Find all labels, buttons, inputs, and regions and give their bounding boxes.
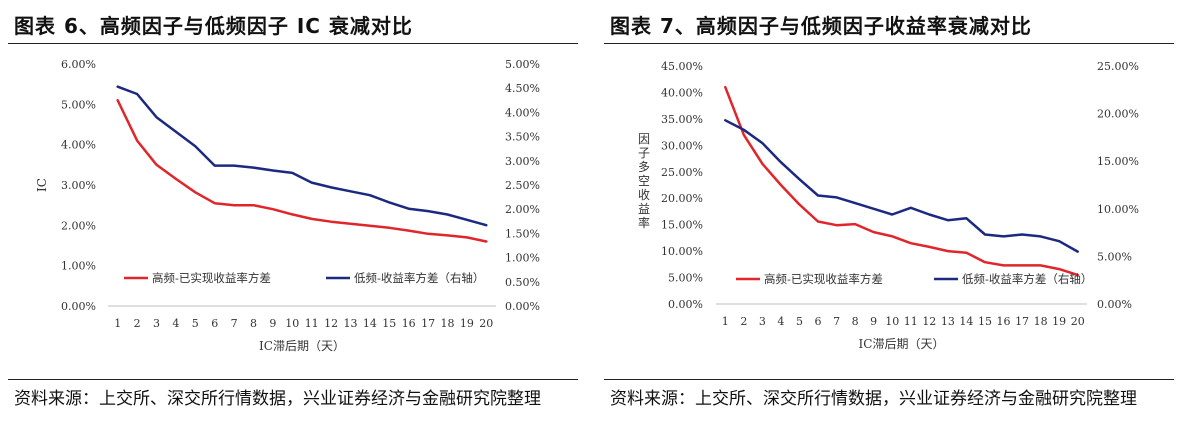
legend-label: 高频-已实现收益率方差 <box>152 271 271 285</box>
y-tick-label: 2.00% <box>61 219 96 232</box>
y-tick-label: 0.00% <box>668 298 703 311</box>
y-axis-title: 因子多空收益率 <box>638 132 650 230</box>
x-tick-label: 6 <box>211 317 218 330</box>
source-divider <box>8 379 578 380</box>
x-tick-label: 1 <box>114 317 121 330</box>
x-tick-label: 20 <box>1071 315 1085 328</box>
panel-return-decay: 图表 7、高频因子与低频因子收益率衰减对比 0.00% 5.00% 10.00% 15… <box>604 0 1174 447</box>
y-tick-label: 3.00% <box>61 179 96 192</box>
y2-tick-label: 1.00% <box>505 252 540 265</box>
y2-tick-label: 3.00% <box>505 155 540 168</box>
x-tick-label: 13 <box>941 315 955 328</box>
y-tick-label: 10.00% <box>661 245 703 258</box>
x-tick-label: 7 <box>833 315 840 328</box>
legend-label: 低频-收益率方差（右轴） <box>354 271 484 285</box>
x-tick-label: 1 <box>722 315 729 328</box>
legend-label: 低频-收益率方差（右轴） <box>962 272 1092 286</box>
y2-tick-label: 5.00% <box>1097 250 1132 263</box>
y-tick-label: 45.00% <box>661 60 703 73</box>
y-tick-label: 1.00% <box>61 260 96 273</box>
x-axis-title: IC滞后期（天） <box>259 339 345 353</box>
title-divider <box>8 43 578 44</box>
x-tick-label: 5 <box>192 317 199 330</box>
return-decay-chart: 0.00%5.00%10.00%15.00%20.00%25.00%30.00%… <box>638 60 1139 351</box>
y-tick-label: 35.00% <box>661 113 703 126</box>
title-divider <box>604 43 1174 44</box>
series-line-high-freq <box>724 85 1079 277</box>
y2-tick-label: 15.00% <box>1097 155 1139 168</box>
x-axis-title: IC滞后期（天） <box>859 337 945 351</box>
x-tick-label: 15 <box>382 317 396 330</box>
y2-tick-label: 2.50% <box>505 179 540 192</box>
y-axis-title: IC <box>35 178 49 192</box>
y-tick-label: 5.00% <box>668 272 703 285</box>
x-tick-label: 6 <box>815 315 822 328</box>
y2-tick-label: 0.50% <box>505 276 540 289</box>
series-line-high-freq <box>116 99 488 243</box>
y-tick-label: 15.00% <box>661 219 703 232</box>
y2-tick-label: 4.50% <box>505 82 540 95</box>
y-tick-label: 5.00% <box>61 98 96 111</box>
y2-tick-label: 25.00% <box>1097 60 1139 73</box>
x-tick-label: 12 <box>324 317 338 330</box>
x-tick-label: 14 <box>959 315 973 328</box>
x-tick-label: 5 <box>796 315 803 328</box>
figure-title: 图表 7、高频因子与低频因子收益率衰减对比 <box>610 14 1032 38</box>
source-note: 资料来源：上交所、深交所行情数据，兴业证券经济与金融研究院整理 <box>14 389 541 409</box>
x-tick-label: 9 <box>870 315 877 328</box>
figure-title: 图表 6、高频因子与低频因子 IC 衰减对比 <box>14 14 413 38</box>
y-tick-label: 40.00% <box>661 86 703 99</box>
y2-tick-label: 20.00% <box>1097 108 1139 121</box>
y2-tick-label: 5.00% <box>505 58 540 71</box>
x-tick-label: 18 <box>1034 315 1048 328</box>
x-tick-label: 16 <box>997 315 1011 328</box>
x-tick-label: 11 <box>305 317 319 330</box>
y-tick-label: 20.00% <box>661 192 703 205</box>
x-tick-label: 11 <box>904 315 918 328</box>
y-tick-label: 6.00% <box>61 58 96 71</box>
source-note: 资料来源：上交所、深交所行情数据，兴业证券经济与金融研究院整理 <box>610 389 1137 409</box>
x-tick-label: 13 <box>344 317 358 330</box>
x-tick-label: 19 <box>460 317 474 330</box>
legend-label: 高频-已实现收益率方差 <box>764 272 883 286</box>
x-tick-label: 4 <box>777 315 784 328</box>
y2-tick-label: 4.00% <box>505 106 540 119</box>
y-tick-label: 25.00% <box>661 166 703 179</box>
y2-tick-label: 0.00% <box>1097 298 1132 311</box>
y2-tick-label: 2.00% <box>505 203 540 216</box>
x-tick-label: 7 <box>231 317 238 330</box>
x-tick-label: 12 <box>922 315 936 328</box>
x-tick-label: 3 <box>153 317 160 330</box>
x-tick-label: 16 <box>402 317 416 330</box>
x-tick-label: 8 <box>852 315 859 328</box>
y2-tick-label: 3.50% <box>505 131 540 144</box>
series-line-low-freq <box>116 85 488 227</box>
y2-tick-label: 1.50% <box>505 227 540 240</box>
x-tick-label: 10 <box>885 315 899 328</box>
series-line-low-freq <box>724 119 1079 253</box>
ic-decay-chart: 0.00% 1.00% 2.00% 3.00% 4.00% 5.00% 6.00% 0.00%… <box>35 58 540 353</box>
x-tick-label: 2 <box>740 315 747 328</box>
x-tick-label: 2 <box>134 317 141 330</box>
y-tick-label: 0.00% <box>61 300 96 313</box>
x-tick-label: 20 <box>479 317 493 330</box>
y-tick-label: 4.00% <box>61 139 96 152</box>
x-tick-label: 15 <box>978 315 992 328</box>
x-tick-label: 9 <box>269 317 276 330</box>
y2-tick-label: 10.00% <box>1097 203 1139 216</box>
x-tick-label: 17 <box>421 317 435 330</box>
source-divider <box>604 379 1174 380</box>
x-tick-label: 8 <box>250 317 257 330</box>
x-tick-label: 4 <box>172 317 179 330</box>
y2-tick-label: 0.00% <box>505 300 540 313</box>
x-tick-label: 18 <box>441 317 455 330</box>
panel-ic-decay: 图表 6、高频因子与低频因子 IC 衰减对比 0.00% 1.00% 2.00% 3.… <box>8 0 578 447</box>
x-tick-label: 14 <box>363 317 377 330</box>
x-tick-label: 19 <box>1052 315 1066 328</box>
x-tick-label: 3 <box>759 315 766 328</box>
x-tick-label: 17 <box>1015 315 1029 328</box>
y-tick-label: 30.00% <box>661 139 703 152</box>
x-tick-label: 10 <box>285 317 299 330</box>
